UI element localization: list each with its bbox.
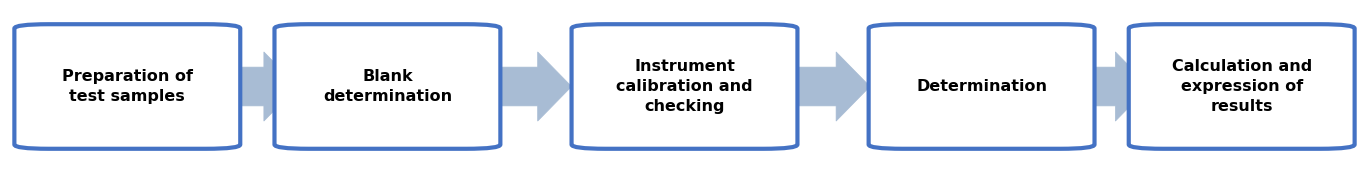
Text: Calculation and
expression of
results: Calculation and expression of results — [1172, 59, 1312, 114]
Text: Determination: Determination — [916, 79, 1047, 94]
FancyBboxPatch shape — [868, 24, 1095, 149]
Polygon shape — [1075, 52, 1150, 121]
FancyBboxPatch shape — [1129, 24, 1355, 149]
FancyBboxPatch shape — [14, 24, 241, 149]
Polygon shape — [496, 52, 572, 121]
Text: Blank
determination: Blank determination — [323, 69, 452, 104]
Polygon shape — [222, 52, 298, 121]
Polygon shape — [794, 52, 871, 121]
FancyBboxPatch shape — [572, 24, 797, 149]
Text: Instrument
calibration and
checking: Instrument calibration and checking — [616, 59, 753, 114]
FancyBboxPatch shape — [274, 24, 500, 149]
Text: Preparation of
test samples: Preparation of test samples — [62, 69, 193, 104]
